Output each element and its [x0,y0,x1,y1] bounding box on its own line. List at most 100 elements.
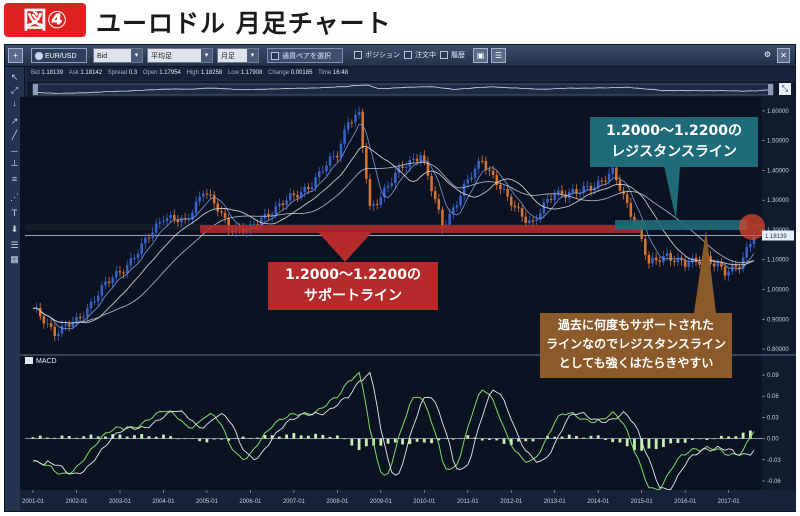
horizontal-line-tool-icon[interactable]: ─ [11,146,18,156]
candle-body [488,169,491,171]
candle-body [115,271,118,278]
candle-body [270,214,274,217]
macd-histogram-bar [183,438,187,440]
candle-body [575,189,578,194]
navigator-left-handle[interactable] [33,84,38,95]
candle-body [600,180,604,182]
download-icon[interactable]: ⬇ [10,224,19,234]
navigator-right-handle[interactable] [768,84,773,95]
select-pair-button[interactable]: 通貨ペアを選択 [267,48,343,63]
price-type-value: Bid [97,53,108,60]
gear-icon[interactable]: ⚙ [763,50,772,59]
macd-histogram-bar [270,435,274,439]
candle-body [285,200,288,206]
candle-body [46,323,49,325]
figure-header: 図④ ユーロドル 月足チャート [0,0,800,40]
note-callout-line2a: ラインなので [546,337,619,351]
resistance-callout-box [590,117,758,167]
grid-icon[interactable]: ▦ [10,254,19,264]
fibonacci-tool-icon[interactable]: ⋰ [10,192,19,202]
vertical-line-tool-icon[interactable]: ┴ [11,160,18,170]
order-toggle[interactable]: 注文中 [401,48,439,63]
macd-histogram-bar [234,438,238,439]
price-type-select[interactable]: Bid ▾ [93,48,143,63]
time-label: Time [318,70,332,76]
macd-axis-tick-label: 0.09 [767,373,779,379]
chart-type-select[interactable]: 平均足 ▾ [147,48,213,63]
candle-body [216,203,220,212]
history-toggle[interactable]: 履歴 [437,48,468,63]
macd-histogram-bar [393,438,397,443]
candle-body [60,325,64,334]
candle-body [107,281,111,283]
currency-pair-selector[interactable]: EUR/USD [31,48,87,63]
price-axis-tick-label: 1.50000 [767,139,789,145]
expand-icon[interactable]: ⤡ [779,83,791,95]
candle-body [64,324,67,326]
candle-body [42,316,46,324]
price-axis-tick-label: 0.80000 [767,347,789,353]
candle-body [394,172,397,184]
macd-histogram-bar [683,438,687,443]
list-icon[interactable]: ☰ [10,240,19,250]
note-callout-box [540,313,732,378]
macd-histogram-bar [212,438,216,440]
time-value: 16:48 [332,70,348,76]
candle-body [111,277,114,283]
macd-histogram-bar [154,436,158,439]
add-chart-button[interactable]: + [8,48,23,63]
candle-body [397,166,401,173]
macd-histogram-bar [162,434,165,439]
macd-histogram-bar [473,437,477,439]
settings-list-button[interactable]: ☰ [491,48,506,63]
candle-body [307,187,310,190]
candle-body [502,188,506,190]
candle-body [582,186,585,193]
candle-body [281,203,285,206]
bid-value: 1.18139 [41,70,64,76]
note-callout: 過去に何度もサポートされた ラインなのでレジスタンスライン としても強くはたらき… [540,313,732,378]
candle-body [158,221,162,224]
candle-body [426,161,430,176]
candle-body [412,158,415,161]
cursor-tool-icon[interactable]: ↖ [10,72,19,82]
candle-body [589,185,593,191]
text-tool-icon[interactable]: T [11,208,18,218]
macd-histogram-bar [625,438,629,447]
macd-histogram-bar [509,438,513,446]
macd-histogram-bar [379,438,383,446]
macd-histogram-bar [343,438,346,440]
macd-histogram-bar [38,435,42,439]
candle-body [546,199,549,203]
candle-body [314,177,317,188]
timeframe-select[interactable]: 月足 ▾ [217,48,259,63]
channel-tool-icon[interactable]: ≡ [11,174,18,184]
candle-body [180,218,183,223]
candle-body [437,199,441,210]
support-callout-line2: サポートライン [304,288,402,304]
candle-body [118,271,122,273]
zoom-tool-icon[interactable]: ⤢ [10,85,19,95]
candle-body [723,266,727,276]
checkbox-icon [271,52,279,61]
candle-body [288,193,292,201]
note-callout-line3: としても強くはたらきやすい [558,356,714,370]
macd-histogram-bar [169,436,173,439]
candle-body [716,263,720,267]
macd-axis-tick-label: -0.06 [767,479,781,485]
candle-body [499,185,502,190]
position-toggle[interactable]: ポジション [351,48,403,63]
candle-body [654,257,658,261]
trendline-tool-icon[interactable]: ╱ [11,130,18,140]
close-icon[interactable]: ✕ [777,48,790,63]
candle-body [191,212,194,220]
candle-body [57,333,60,337]
candle-body [136,253,140,258]
support-callout: 1.2000〜1.2200の サポートライン [268,262,438,310]
candle-body [346,122,350,130]
bid-label: Bid [31,70,40,76]
arrow-tool-icon[interactable]: ↗ [10,116,19,126]
screenshot-button[interactable]: ▣ [473,48,488,63]
macd-histogram-bar [560,436,564,439]
pan-tool-icon[interactable]: ↓ [12,98,17,108]
